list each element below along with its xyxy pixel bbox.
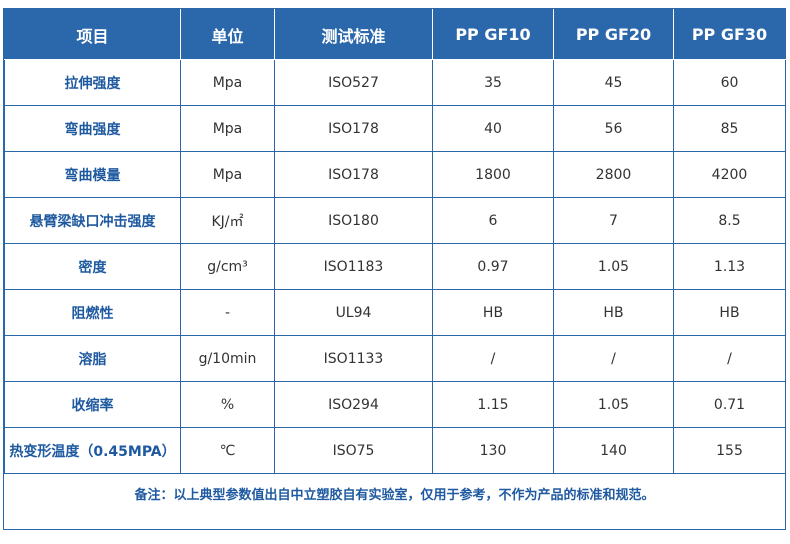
row-gf20: 2800	[553, 151, 674, 198]
row-gf30: HB	[673, 289, 786, 336]
row-gf30: 85	[673, 105, 786, 152]
row-gf20: 1.05	[553, 381, 674, 428]
footnote: 备注：以上典型参数值出自中立塑胶自有实验室，仅用于参考，不作为产品的标准和规范。	[134, 488, 655, 503]
row-standard: ISO527	[274, 59, 433, 106]
row-gf10: 0.97	[432, 243, 554, 290]
row-gf30: 1.13	[673, 243, 786, 290]
spec-table: 项目 单位 测试标准 PP GF10 PP GF20 PP GF30 拉伸强度 …	[4, 9, 786, 474]
row-standard: ISO180	[274, 197, 433, 244]
table-row: 密度 g/cm³ ISO1183 0.97 1.05 1.13	[4, 243, 786, 290]
table-row: 拉伸强度 Mpa ISO527 35 45 60	[4, 59, 786, 106]
header-item: 项目	[4, 9, 181, 60]
header-row: 项目 单位 测试标准 PP GF10 PP GF20 PP GF30	[4, 9, 786, 60]
spec-table-container: 项目 单位 测试标准 PP GF10 PP GF20 PP GF30 拉伸强度 …	[3, 8, 786, 530]
row-standard: UL94	[274, 289, 433, 336]
table-row: 悬臂梁缺口冲击强度 KJ/㎡ ISO180 6 7 8.5	[4, 197, 786, 244]
row-item: 弯曲强度	[4, 105, 181, 152]
row-gf20: HB	[553, 289, 674, 336]
header-standard: 测试标准	[274, 9, 433, 60]
row-gf20: /	[553, 335, 674, 382]
row-standard: ISO75	[274, 427, 433, 474]
row-gf10: 35	[432, 59, 554, 106]
row-item: 阻燃性	[4, 289, 181, 336]
row-gf10: 1.15	[432, 381, 554, 428]
row-unit: g/10min	[180, 335, 275, 382]
row-gf30: 8.5	[673, 197, 786, 244]
row-standard: ISO178	[274, 105, 433, 152]
table-row: 阻燃性 - UL94 HB HB HB	[4, 289, 786, 336]
row-unit: KJ/㎡	[180, 197, 275, 244]
row-unit: -	[180, 289, 275, 336]
row-gf20: 1.05	[553, 243, 674, 290]
row-unit: %	[180, 381, 275, 428]
row-gf20: 56	[553, 105, 674, 152]
row-unit: g/cm³	[180, 243, 275, 290]
row-item: 溶脂	[4, 335, 181, 382]
row-unit: Mpa	[180, 151, 275, 198]
row-gf30: 60	[673, 59, 786, 106]
header-pp-gf10: PP GF10	[432, 9, 554, 60]
row-gf30: 155	[673, 427, 786, 474]
row-standard: ISO294	[274, 381, 433, 428]
row-gf30: 4200	[673, 151, 786, 198]
row-unit: Mpa	[180, 105, 275, 152]
table-row: 热变形温度（0.45MPA） ℃ ISO75 130 140 155	[4, 427, 786, 474]
row-item: 密度	[4, 243, 181, 290]
row-gf10: 40	[432, 105, 554, 152]
row-unit: Mpa	[180, 59, 275, 106]
table-row: 弯曲模量 Mpa ISO178 1800 2800 4200	[4, 151, 786, 198]
header-unit: 单位	[180, 9, 275, 60]
row-standard: ISO1133	[274, 335, 433, 382]
row-item: 热变形温度（0.45MPA）	[4, 427, 181, 474]
table-row: 收缩率 % ISO294 1.15 1.05 0.71	[4, 381, 786, 428]
row-gf30: 0.71	[673, 381, 786, 428]
header-pp-gf20: PP GF20	[553, 9, 674, 60]
row-item: 弯曲模量	[4, 151, 181, 198]
row-gf10: HB	[432, 289, 554, 336]
table-row: 弯曲强度 Mpa ISO178 40 56 85	[4, 105, 786, 152]
row-item: 收缩率	[4, 381, 181, 428]
row-gf10: /	[432, 335, 554, 382]
row-standard: ISO1183	[274, 243, 433, 290]
row-gf20: 140	[553, 427, 674, 474]
row-gf30: /	[673, 335, 786, 382]
header-pp-gf30: PP GF30	[673, 9, 786, 60]
row-standard: ISO178	[274, 151, 433, 198]
row-unit: ℃	[180, 427, 275, 474]
table-row: 溶脂 g/10min ISO1133 / / /	[4, 335, 786, 382]
row-gf10: 6	[432, 197, 554, 244]
row-gf20: 45	[553, 59, 674, 106]
row-gf10: 1800	[432, 151, 554, 198]
row-gf10: 130	[432, 427, 554, 474]
row-gf20: 7	[553, 197, 674, 244]
row-item: 拉伸强度	[4, 59, 181, 106]
row-item: 悬臂梁缺口冲击强度	[4, 197, 181, 244]
